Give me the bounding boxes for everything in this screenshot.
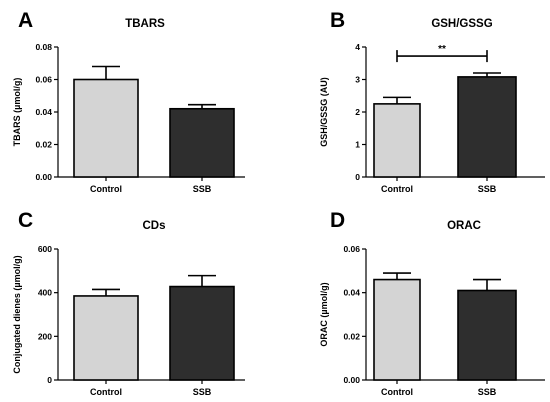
x-tick-label: Control <box>381 184 413 194</box>
panel-title: TBARS <box>125 18 165 30</box>
bar-ssb <box>169 285 235 381</box>
y-axis-label: ORAC (µmol/g) <box>319 282 329 346</box>
bar-control <box>73 78 139 178</box>
y-tick-label: 0.08 <box>35 42 52 52</box>
y-tick-label: 0 <box>355 172 360 182</box>
bar-control <box>373 278 421 381</box>
y-tick-label: 0 <box>47 375 52 385</box>
y-tick-label: 400 <box>38 288 52 298</box>
y-tick-label: 1 <box>355 140 360 150</box>
y-tick-label: 0.06 <box>343 244 360 254</box>
y-tick-label: 0.04 <box>343 288 360 298</box>
bar-ssb <box>457 76 517 178</box>
y-tick-label: 0.06 <box>35 75 52 85</box>
bar-ssb <box>457 289 517 381</box>
y-tick-label: 3 <box>355 75 360 85</box>
y-axis-label: TBARS (µmol/g) <box>12 78 22 147</box>
x-tick-label: Control <box>90 387 122 397</box>
y-tick-label: 600 <box>38 244 52 254</box>
panel-letter: D <box>330 209 345 232</box>
y-tick-label: 2 <box>355 107 360 117</box>
significance-label: ** <box>438 44 446 55</box>
panel-title: CDs <box>142 220 165 232</box>
y-axis-label: GSH/GSSG (AU) <box>319 77 329 147</box>
y-tick-label: 0.02 <box>343 331 360 341</box>
x-tick-label: Control <box>381 387 413 397</box>
y-axis-label: Conjugated dienes (µmol/g) <box>12 255 22 373</box>
x-tick-label: Control <box>90 184 122 194</box>
y-tick-label: 0.00 <box>35 172 52 182</box>
x-tick-label: SSB <box>193 387 212 397</box>
y-tick-label: 0.00 <box>343 375 360 385</box>
panel-letter: C <box>18 209 33 232</box>
bar-control <box>373 103 421 178</box>
x-tick-label: SSB <box>478 184 497 194</box>
y-tick-label: 0.04 <box>35 107 52 117</box>
y-tick-label: 200 <box>38 331 52 341</box>
panel-title: GSH/GSSG <box>431 18 492 30</box>
panel-letter: B <box>330 9 345 32</box>
panel-letter: A <box>18 9 33 32</box>
bar-ssb <box>169 107 235 178</box>
y-tick-label: 4 <box>355 42 360 52</box>
panel-title: ORAC <box>447 220 481 232</box>
x-tick-label: SSB <box>478 387 497 397</box>
y-tick-label: 0.02 <box>35 140 52 150</box>
x-tick-label: SSB <box>193 184 212 194</box>
bar-control <box>73 295 139 381</box>
